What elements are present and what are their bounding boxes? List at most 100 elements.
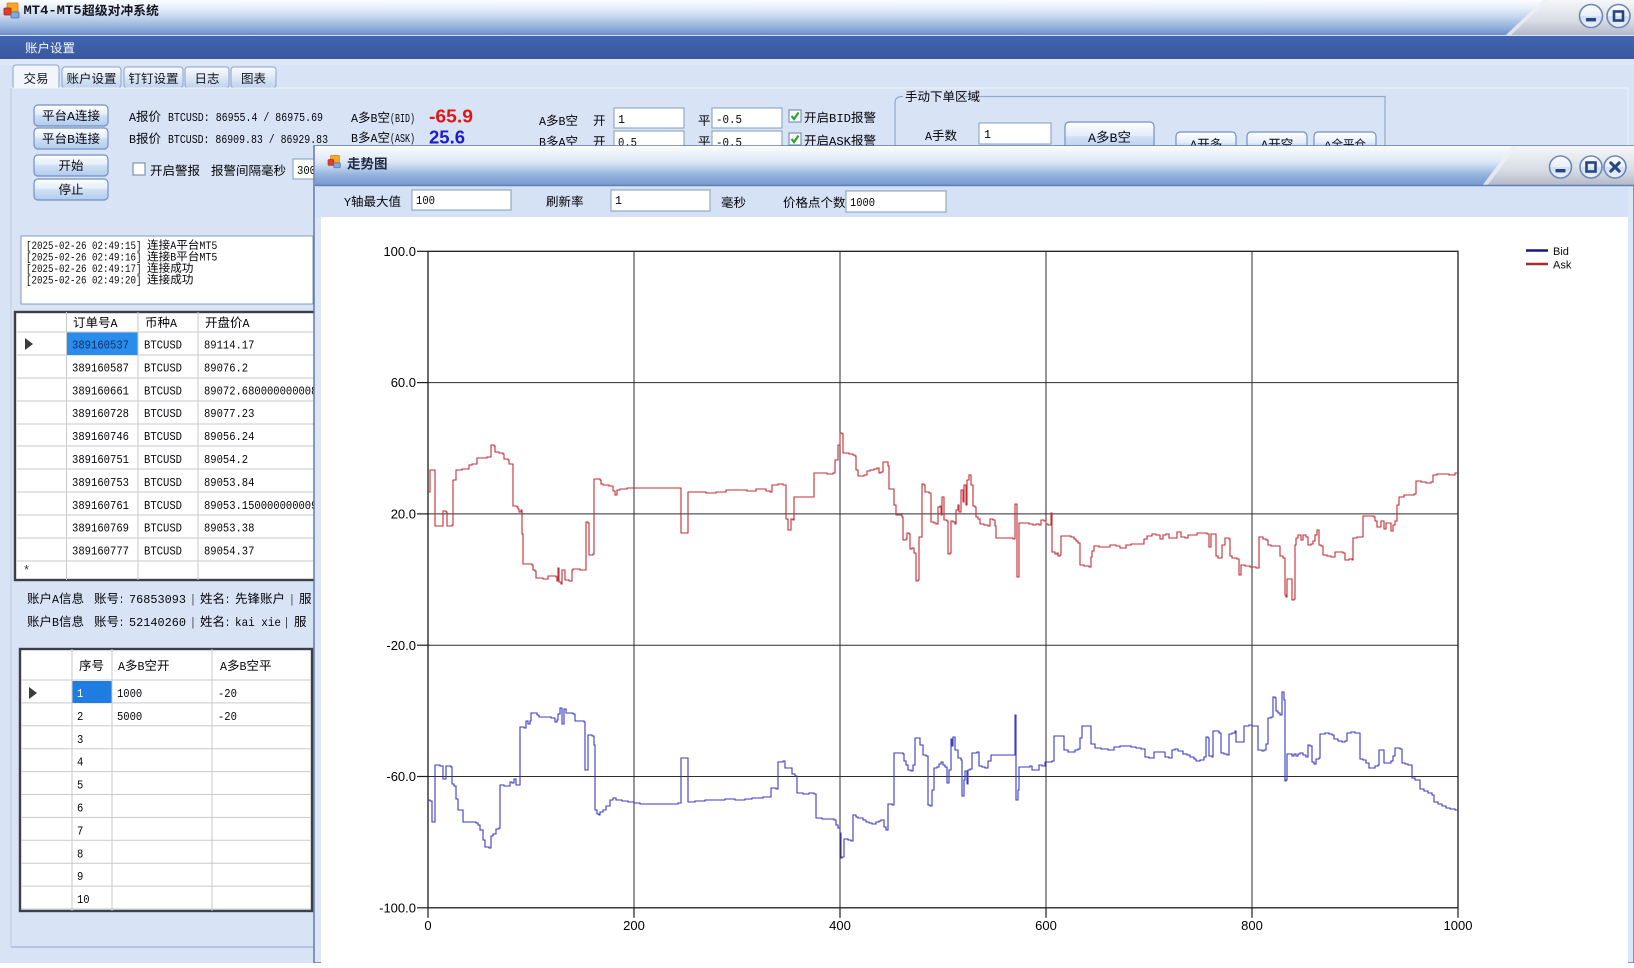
svg-text:Bid: Bid bbox=[1553, 246, 1569, 258]
svg-text::: : bbox=[225, 616, 235, 630]
svg-text:89056.24: 89056.24 bbox=[204, 430, 254, 444]
svg-text:MT5: MT5 bbox=[199, 253, 217, 265]
svg-text:A: A bbox=[925, 130, 933, 144]
svg-text:300: 300 bbox=[297, 164, 316, 178]
svg-text:A: A bbox=[52, 593, 60, 607]
svg-text::: : bbox=[119, 593, 129, 607]
svg-text:400: 400 bbox=[829, 918, 851, 933]
svg-text:MT4-MT5: MT4-MT5 bbox=[24, 3, 82, 18]
svg-text:BTCUSD: BTCUSD bbox=[144, 545, 182, 559]
svg-text:89053.150000000009: 89053.150000000009 bbox=[204, 499, 317, 513]
svg-text:600: 600 bbox=[1035, 918, 1057, 933]
svg-text:BTCUSD: BTCUSD bbox=[144, 361, 182, 375]
svg-text:[2025-02-26 02:49:16]: [2025-02-26 02:49:16] bbox=[26, 253, 147, 265]
svg-text:BTCUSD: 86909.83 / 86929.83: BTCUSD: 86909.83 / 86929.83 bbox=[168, 133, 328, 147]
svg-text:-20: -20 bbox=[218, 687, 237, 701]
svg-text:B: B bbox=[539, 136, 546, 150]
svg-text:389160751: 389160751 bbox=[72, 453, 129, 467]
svg-text:89053.38: 89053.38 bbox=[204, 522, 254, 536]
svg-text:BTCUSD: BTCUSD bbox=[144, 476, 182, 490]
svg-text:-100.0: -100.0 bbox=[379, 900, 416, 915]
svg-text:25.6: 25.6 bbox=[429, 128, 465, 148]
svg-text:A: A bbox=[539, 115, 547, 129]
svg-text:-0.5: -0.5 bbox=[716, 113, 742, 127]
svg-text:1: 1 bbox=[618, 113, 625, 127]
svg-text:8: 8 bbox=[77, 847, 83, 861]
svg-text:89054.2: 89054.2 bbox=[204, 453, 248, 467]
svg-text:A: A bbox=[351, 112, 359, 126]
svg-text:89114.17: 89114.17 bbox=[204, 339, 254, 353]
svg-text:BTCUSD: 86955.4 / 86975.69: BTCUSD: 86955.4 / 86975.69 bbox=[168, 111, 323, 125]
svg-text:BTCUSD: BTCUSD bbox=[144, 499, 182, 513]
svg-text:3: 3 bbox=[77, 733, 83, 747]
svg-text:A: A bbox=[220, 660, 228, 674]
svg-text:MT5: MT5 bbox=[199, 241, 217, 253]
svg-text:89072.680000000008: 89072.680000000008 bbox=[204, 384, 317, 398]
svg-text:A: A bbox=[129, 111, 137, 125]
svg-text:1: 1 bbox=[615, 194, 622, 208]
svg-text:B: B bbox=[170, 253, 176, 265]
svg-text:BID: BID bbox=[829, 112, 851, 126]
svg-text:|: | bbox=[186, 616, 200, 630]
svg-text:7: 7 bbox=[77, 824, 83, 838]
svg-text:389160761: 389160761 bbox=[72, 499, 129, 513]
svg-text:B: B bbox=[129, 133, 136, 147]
svg-text:5000: 5000 bbox=[117, 710, 142, 724]
svg-text:kai xie: kai xie bbox=[235, 616, 281, 630]
svg-text:A: A bbox=[559, 136, 567, 150]
svg-text:BTCUSD: BTCUSD bbox=[144, 453, 182, 467]
svg-text:Y: Y bbox=[344, 196, 351, 210]
svg-text:B: B bbox=[371, 112, 378, 126]
svg-text:100.0: 100.0 bbox=[383, 244, 416, 259]
svg-text:200: 200 bbox=[623, 918, 645, 933]
svg-text:|: | bbox=[284, 616, 294, 630]
svg-text:1000: 1000 bbox=[1444, 918, 1473, 933]
svg-text:89076.2: 89076.2 bbox=[204, 361, 248, 375]
svg-text:389160777: 389160777 bbox=[72, 545, 129, 559]
svg-text:(BID): (BID) bbox=[390, 112, 415, 126]
svg-text:9: 9 bbox=[77, 870, 83, 884]
svg-text:389160587: 389160587 bbox=[72, 361, 129, 375]
svg-text:B: B bbox=[138, 660, 145, 674]
svg-text:-60.0: -60.0 bbox=[386, 769, 416, 784]
svg-text:-20.0: -20.0 bbox=[386, 638, 416, 653]
svg-text:89054.37: 89054.37 bbox=[204, 545, 254, 559]
svg-text:389160746: 389160746 bbox=[72, 430, 129, 444]
svg-text:B: B bbox=[67, 134, 75, 147]
svg-text:1000: 1000 bbox=[850, 196, 875, 210]
svg-text:B: B bbox=[351, 132, 358, 146]
svg-text:B: B bbox=[1110, 132, 1119, 146]
svg-text:4: 4 bbox=[77, 756, 83, 770]
svg-text:389160728: 389160728 bbox=[72, 407, 129, 421]
svg-text:|: | bbox=[186, 593, 200, 607]
svg-text::: : bbox=[119, 616, 129, 630]
svg-text:BTCUSD: BTCUSD bbox=[144, 384, 182, 398]
svg-text:Ask: Ask bbox=[1553, 260, 1572, 272]
svg-text:5: 5 bbox=[77, 779, 83, 793]
svg-text:A: A bbox=[111, 317, 119, 331]
svg-text:60.0: 60.0 bbox=[391, 375, 416, 390]
svg-text:-65.9: -65.9 bbox=[429, 107, 473, 127]
svg-text:389160769: 389160769 bbox=[72, 522, 129, 536]
svg-text:BTCUSD: BTCUSD bbox=[144, 522, 182, 536]
svg-text:A: A bbox=[371, 132, 379, 146]
svg-text:BTCUSD: BTCUSD bbox=[144, 407, 182, 421]
svg-text:20.0: 20.0 bbox=[391, 507, 416, 522]
svg-text:A: A bbox=[243, 317, 251, 331]
svg-text:A: A bbox=[170, 241, 176, 253]
svg-text:100: 100 bbox=[416, 194, 435, 208]
svg-text:6: 6 bbox=[77, 802, 83, 816]
svg-text:(ASK): (ASK) bbox=[390, 132, 415, 146]
svg-text:BTCUSD: BTCUSD bbox=[144, 430, 182, 444]
svg-text:800: 800 bbox=[1241, 918, 1263, 933]
svg-text:1000: 1000 bbox=[117, 687, 142, 701]
svg-text:A: A bbox=[67, 111, 75, 124]
svg-text:89077.23: 89077.23 bbox=[204, 407, 254, 421]
svg-text:389160661: 389160661 bbox=[72, 384, 129, 398]
svg-text:|: | bbox=[285, 593, 299, 607]
svg-text:A: A bbox=[1088, 132, 1097, 146]
svg-text:389160753: 389160753 bbox=[72, 476, 129, 490]
svg-text:B: B bbox=[52, 616, 59, 630]
svg-text:89053.84: 89053.84 bbox=[204, 476, 254, 490]
svg-text:B: B bbox=[240, 660, 247, 674]
